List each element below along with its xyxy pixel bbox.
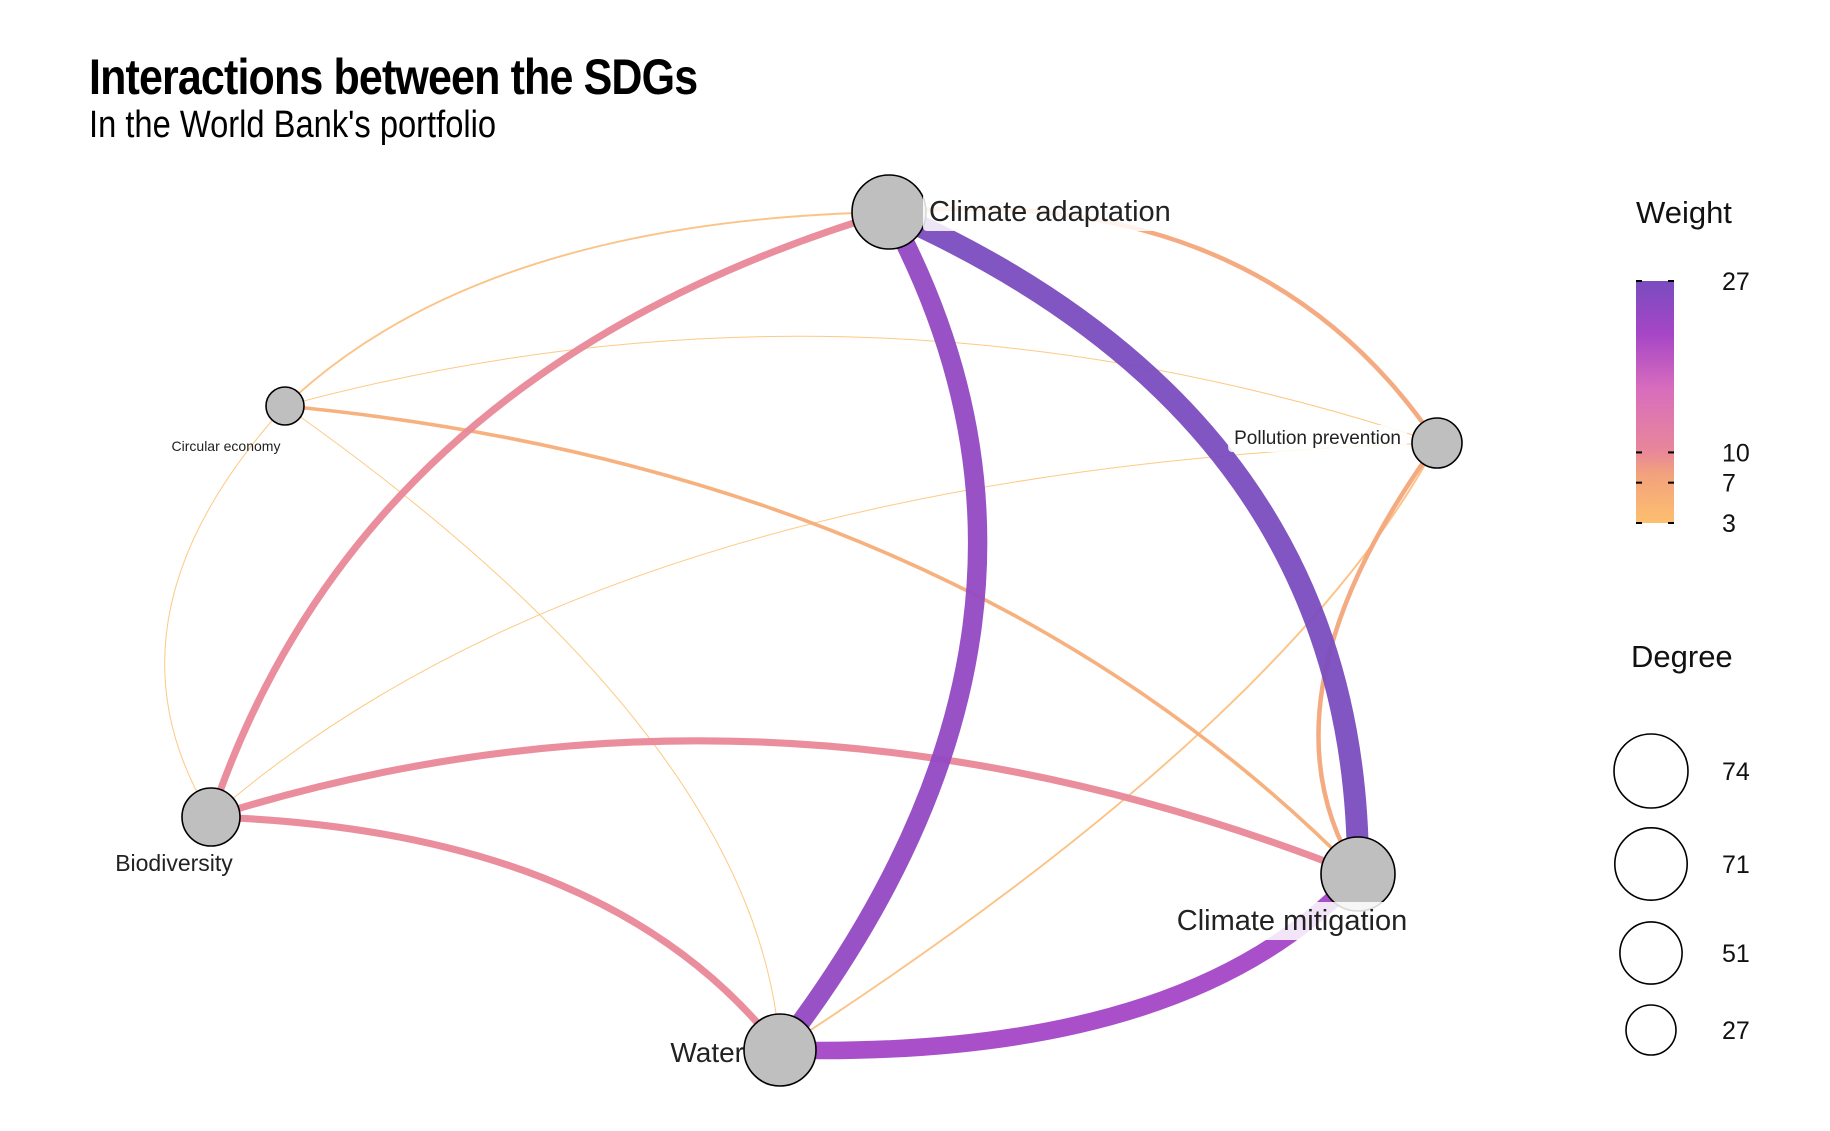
node-label-bg-pollution-prevention <box>1228 425 1407 452</box>
degree-key-circle <box>1614 826 1689 901</box>
node-circular-economy[interactable] <box>265 386 305 426</box>
node-label-bg-climate-adaptation <box>923 193 1177 231</box>
node-label-water: Water <box>670 1037 744 1068</box>
degree-key-circle <box>1619 921 1683 985</box>
node-climate-adaptation[interactable] <box>851 174 927 250</box>
node-pollution-prevention[interactable] <box>1411 417 1463 469</box>
weight-tick-label: 3 <box>1722 510 1736 538</box>
edge-circular-economy-climate-adaptation <box>284 211 890 407</box>
node-label-bg-climate-mitigation <box>1170 902 1414 940</box>
degree-key-circle <box>1625 1004 1677 1056</box>
degree-key-label: 71 <box>1722 851 1750 879</box>
node-climate-mitigation[interactable] <box>1320 836 1396 912</box>
node-label-climate-adaptation: Climate adaptation <box>929 196 1171 228</box>
node-label-climate-mitigation: Climate mitigation <box>1177 905 1407 937</box>
weight-tick-label: 27 <box>1722 268 1750 296</box>
nodes-layer <box>181 174 1463 1087</box>
degree-key-label: 51 <box>1722 940 1750 968</box>
edge-circular-economy-water <box>284 405 781 1051</box>
chart-subtitle: In the World Bank's portfolio <box>89 104 497 146</box>
weight-tick-label: 10 <box>1722 439 1750 467</box>
edge-biodiversity-water <box>210 813 783 1053</box>
edge-circular-economy-climate-mitigation <box>284 404 1360 876</box>
degree-key-label: 27 <box>1722 1017 1750 1045</box>
node-label-circular-economy: Circular economy <box>172 438 281 454</box>
weight-tick-label: 7 <box>1722 470 1736 498</box>
weight-colorbar <box>1636 281 1674 523</box>
degree-legend-title: Degree <box>1631 639 1733 674</box>
labels-layer: Climate adaptation Circular economy Pollut… <box>115 193 1414 1068</box>
edge-circular-economy-pollution-prevention <box>284 335 1438 444</box>
degree-key-circle <box>1613 733 1689 809</box>
weight-legend: Weight 27 10 7 3 <box>1636 195 1750 538</box>
edge-climate-adaptation-water <box>772 207 988 1056</box>
edge-biodiversity-climate-mitigation <box>209 737 1360 878</box>
node-water[interactable] <box>743 1013 817 1087</box>
degree-key-label: 74 <box>1722 758 1750 786</box>
edge-water-climate-mitigation <box>779 868 1365 1060</box>
node-label-biodiversity: Biodiversity <box>115 850 233 876</box>
chart-title: Interactions between the SDGs <box>89 49 698 105</box>
edge-biodiversity-pollution-prevention <box>210 442 1438 818</box>
degree-legend: Degree 74 71 51 27 <box>1613 639 1750 1056</box>
weight-legend-title: Weight <box>1636 195 1732 230</box>
node-label-pollution-prevention: Pollution prevention <box>1234 428 1401 449</box>
edge-climate-adaptation-climate-mitigation <box>884 201 1370 875</box>
edge-climate-adaptation-biodiversity <box>207 208 891 819</box>
degree-keys: 74 71 51 27 <box>1613 733 1750 1056</box>
edge-circular-economy-biodiversity <box>164 405 286 818</box>
node-biodiversity[interactable] <box>181 787 241 847</box>
weight-ticks: 27 10 7 3 <box>1636 268 1750 538</box>
